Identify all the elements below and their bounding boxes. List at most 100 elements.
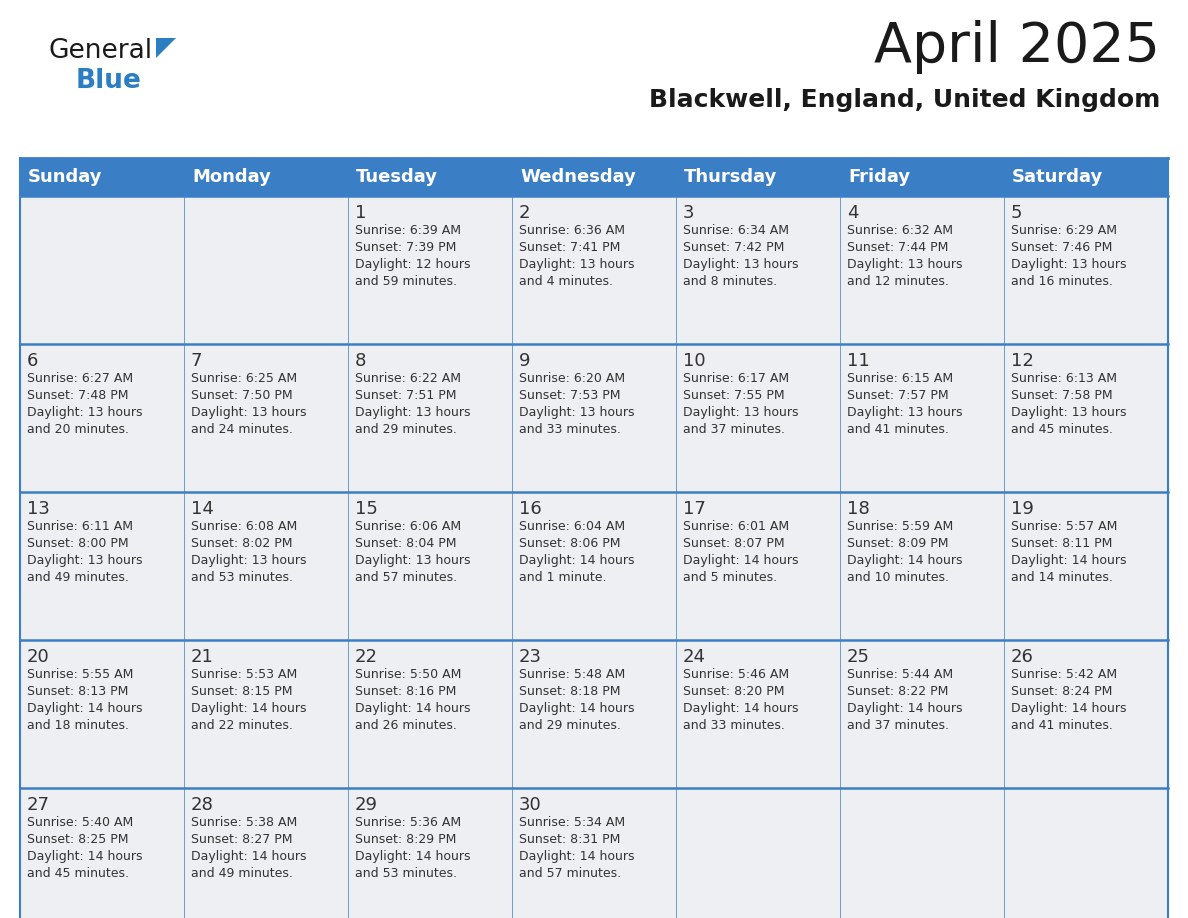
Text: Daylight: 13 hours: Daylight: 13 hours <box>27 554 143 567</box>
Bar <box>676 640 840 788</box>
Text: Sunrise: 6:04 AM: Sunrise: 6:04 AM <box>519 520 625 533</box>
Text: Sunset: 7:50 PM: Sunset: 7:50 PM <box>191 389 292 402</box>
Text: Sunrise: 6:39 AM: Sunrise: 6:39 AM <box>355 224 461 237</box>
Bar <box>20 788 184 918</box>
Text: 28: 28 <box>191 796 214 814</box>
Bar <box>20 196 184 344</box>
Text: and 22 minutes.: and 22 minutes. <box>191 719 293 732</box>
Bar <box>348 196 512 344</box>
Text: and 18 minutes.: and 18 minutes. <box>27 719 129 732</box>
Text: Sunrise: 5:46 AM: Sunrise: 5:46 AM <box>683 668 789 681</box>
Bar <box>348 640 512 788</box>
Text: Sunrise: 6:17 AM: Sunrise: 6:17 AM <box>683 372 789 385</box>
Text: Sunset: 8:24 PM: Sunset: 8:24 PM <box>1011 685 1112 698</box>
Text: Sunday: Sunday <box>29 168 102 186</box>
Text: 8: 8 <box>355 352 366 370</box>
Text: and 24 minutes.: and 24 minutes. <box>191 423 293 436</box>
Text: Sunset: 8:20 PM: Sunset: 8:20 PM <box>683 685 784 698</box>
Text: Sunrise: 6:20 AM: Sunrise: 6:20 AM <box>519 372 625 385</box>
Text: Sunset: 7:58 PM: Sunset: 7:58 PM <box>1011 389 1113 402</box>
Text: Sunrise: 6:11 AM: Sunrise: 6:11 AM <box>27 520 133 533</box>
Text: April 2025: April 2025 <box>874 20 1159 74</box>
Text: 29: 29 <box>355 796 378 814</box>
Text: Sunrise: 6:01 AM: Sunrise: 6:01 AM <box>683 520 789 533</box>
Text: General: General <box>48 38 152 64</box>
Text: 20: 20 <box>27 648 50 666</box>
Text: and 41 minutes.: and 41 minutes. <box>1011 719 1113 732</box>
Text: Daylight: 14 hours: Daylight: 14 hours <box>519 850 634 863</box>
Text: Sunrise: 6:36 AM: Sunrise: 6:36 AM <box>519 224 625 237</box>
Text: Daylight: 14 hours: Daylight: 14 hours <box>519 702 634 715</box>
Text: Daylight: 13 hours: Daylight: 13 hours <box>683 406 798 419</box>
Text: Sunrise: 5:42 AM: Sunrise: 5:42 AM <box>1011 668 1117 681</box>
Text: 2: 2 <box>519 204 531 222</box>
Text: Daylight: 13 hours: Daylight: 13 hours <box>847 406 962 419</box>
Text: Daylight: 13 hours: Daylight: 13 hours <box>191 406 307 419</box>
Text: 23: 23 <box>519 648 542 666</box>
Text: and 53 minutes.: and 53 minutes. <box>355 867 457 880</box>
Text: Sunrise: 6:29 AM: Sunrise: 6:29 AM <box>1011 224 1117 237</box>
Bar <box>676 196 840 344</box>
Bar <box>1004 158 1168 196</box>
Text: 18: 18 <box>847 500 870 518</box>
Text: Sunrise: 6:13 AM: Sunrise: 6:13 AM <box>1011 372 1117 385</box>
Text: Sunrise: 5:59 AM: Sunrise: 5:59 AM <box>847 520 953 533</box>
Text: Sunset: 8:07 PM: Sunset: 8:07 PM <box>683 537 784 550</box>
Text: Sunrise: 6:34 AM: Sunrise: 6:34 AM <box>683 224 789 237</box>
Bar <box>184 492 348 640</box>
Bar <box>348 492 512 640</box>
Bar <box>840 344 1004 492</box>
Text: and 10 minutes.: and 10 minutes. <box>847 571 949 584</box>
Text: and 8 minutes.: and 8 minutes. <box>683 275 777 288</box>
Text: Daylight: 13 hours: Daylight: 13 hours <box>355 554 470 567</box>
Text: and 16 minutes.: and 16 minutes. <box>1011 275 1113 288</box>
Text: Daylight: 13 hours: Daylight: 13 hours <box>191 554 307 567</box>
Polygon shape <box>156 38 176 58</box>
Text: Daylight: 14 hours: Daylight: 14 hours <box>191 702 307 715</box>
Text: 7: 7 <box>191 352 202 370</box>
Text: Sunset: 8:04 PM: Sunset: 8:04 PM <box>355 537 456 550</box>
Text: Sunset: 7:53 PM: Sunset: 7:53 PM <box>519 389 620 402</box>
Text: Sunrise: 5:34 AM: Sunrise: 5:34 AM <box>519 816 625 829</box>
Text: 26: 26 <box>1011 648 1034 666</box>
Bar <box>348 344 512 492</box>
Text: 14: 14 <box>191 500 214 518</box>
Bar <box>184 196 348 344</box>
Text: Sunrise: 5:44 AM: Sunrise: 5:44 AM <box>847 668 953 681</box>
Text: Sunrise: 5:50 AM: Sunrise: 5:50 AM <box>355 668 461 681</box>
Text: and 57 minutes.: and 57 minutes. <box>519 867 621 880</box>
Bar <box>840 640 1004 788</box>
Text: Daylight: 14 hours: Daylight: 14 hours <box>847 554 962 567</box>
Text: and 49 minutes.: and 49 minutes. <box>191 867 293 880</box>
Bar <box>840 788 1004 918</box>
Text: 16: 16 <box>519 500 542 518</box>
Text: Daylight: 13 hours: Daylight: 13 hours <box>1011 258 1126 271</box>
Text: Sunset: 8:15 PM: Sunset: 8:15 PM <box>191 685 292 698</box>
Text: and 14 minutes.: and 14 minutes. <box>1011 571 1113 584</box>
Bar <box>184 344 348 492</box>
Bar <box>840 492 1004 640</box>
Text: and 26 minutes.: and 26 minutes. <box>355 719 457 732</box>
Text: Sunset: 7:42 PM: Sunset: 7:42 PM <box>683 241 784 254</box>
Text: 25: 25 <box>847 648 870 666</box>
Text: Daylight: 14 hours: Daylight: 14 hours <box>1011 554 1126 567</box>
Text: Sunset: 8:13 PM: Sunset: 8:13 PM <box>27 685 128 698</box>
Text: 13: 13 <box>27 500 50 518</box>
Text: Daylight: 14 hours: Daylight: 14 hours <box>27 702 143 715</box>
Text: Sunrise: 6:22 AM: Sunrise: 6:22 AM <box>355 372 461 385</box>
Text: and 33 minutes.: and 33 minutes. <box>519 423 621 436</box>
Bar <box>20 344 184 492</box>
Text: and 4 minutes.: and 4 minutes. <box>519 275 613 288</box>
Text: Daylight: 13 hours: Daylight: 13 hours <box>847 258 962 271</box>
Text: Friday: Friday <box>848 168 910 186</box>
Text: Daylight: 14 hours: Daylight: 14 hours <box>1011 702 1126 715</box>
Text: 24: 24 <box>683 648 706 666</box>
Bar <box>184 640 348 788</box>
Text: Sunrise: 5:36 AM: Sunrise: 5:36 AM <box>355 816 461 829</box>
Bar <box>184 788 348 918</box>
Bar <box>676 788 840 918</box>
Bar <box>1004 788 1168 918</box>
Text: and 49 minutes.: and 49 minutes. <box>27 571 128 584</box>
Text: Saturday: Saturday <box>1012 168 1104 186</box>
Text: 3: 3 <box>683 204 695 222</box>
